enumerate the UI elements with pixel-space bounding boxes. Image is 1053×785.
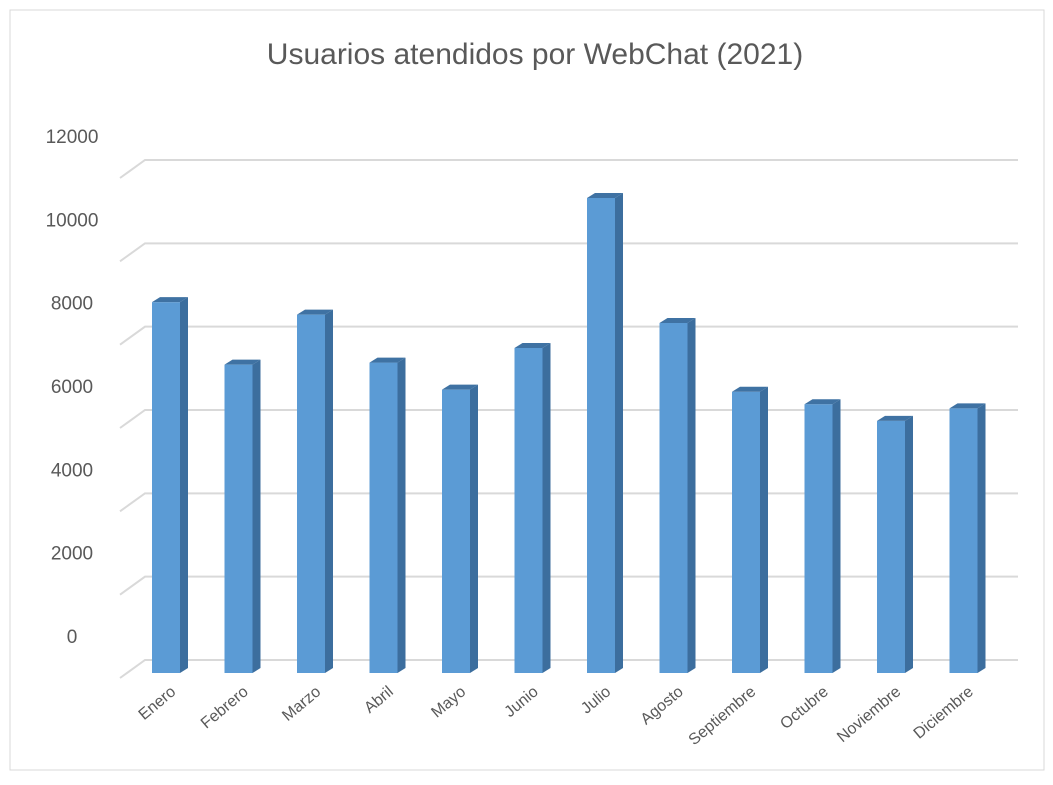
bar-side xyxy=(180,297,188,673)
y-tick-label: 4000 xyxy=(51,460,93,481)
bar-top xyxy=(587,193,623,198)
grid-line xyxy=(119,325,1018,346)
bar-side xyxy=(905,415,913,673)
grid-line xyxy=(119,242,1018,263)
bar xyxy=(224,364,253,673)
bar-side xyxy=(252,359,261,673)
bar xyxy=(804,404,833,673)
grid-line xyxy=(119,492,1018,513)
bar-side xyxy=(832,399,841,673)
y-tick-label: 8000 xyxy=(51,294,93,315)
bar xyxy=(877,420,905,673)
chart-title: Usuarios atendidos por WebChat (2021) xyxy=(267,38,803,71)
y-tick-label: 12000 xyxy=(46,127,99,148)
bar-top xyxy=(514,343,551,348)
bar-top xyxy=(297,309,333,315)
bar-top xyxy=(732,386,768,392)
bar-side xyxy=(615,193,623,673)
bar-side xyxy=(397,357,406,673)
bar xyxy=(949,408,978,673)
bar xyxy=(659,323,688,673)
bar-top xyxy=(659,318,696,323)
bar-top xyxy=(804,399,841,405)
y-tick-label: 10000 xyxy=(46,210,99,231)
bar-top xyxy=(224,359,261,365)
bar-side xyxy=(470,384,478,673)
bar xyxy=(442,389,470,673)
grid-line xyxy=(119,575,1018,596)
bar-side xyxy=(687,318,696,673)
bar xyxy=(514,348,543,673)
bar-side xyxy=(977,403,986,673)
y-tick-label: 6000 xyxy=(51,377,93,398)
bar-side xyxy=(325,309,333,673)
grid-line xyxy=(119,159,1018,179)
y-tick-label: 0 xyxy=(67,627,78,648)
bar xyxy=(297,314,325,673)
bar-top xyxy=(369,357,406,363)
bar-side xyxy=(760,386,768,673)
bar-side xyxy=(542,343,551,673)
bar xyxy=(369,362,398,673)
bar-top xyxy=(877,415,913,421)
bar xyxy=(587,198,615,673)
bar-top xyxy=(152,297,188,303)
grid-line xyxy=(119,409,1018,429)
grid-line xyxy=(119,659,1018,679)
y-tick-label: 2000 xyxy=(51,544,93,565)
bar-top xyxy=(949,403,986,409)
bar xyxy=(152,302,180,673)
bar xyxy=(732,391,760,673)
bar-top xyxy=(442,384,478,390)
